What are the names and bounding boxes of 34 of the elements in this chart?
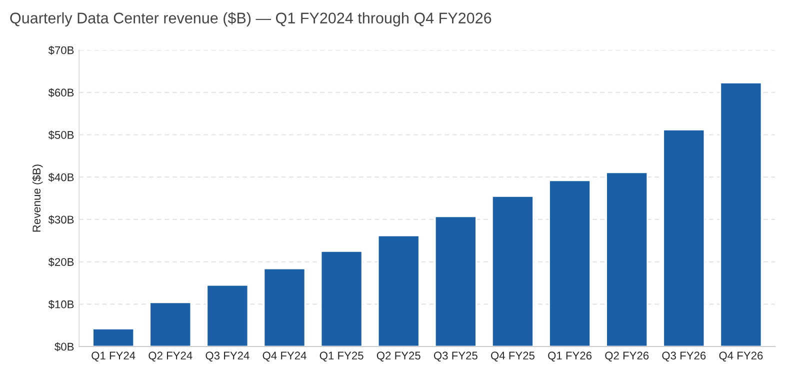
bar (149, 302, 192, 346)
bar (320, 250, 363, 346)
chart-title: Quarterly Data Center revenue ($B) — Q1 FY2024 through Q4 FY2026 (10, 12, 492, 26)
x-tick-label: Q3 FY26 (662, 352, 706, 362)
y-tick-label: $20B (48, 258, 74, 267)
x-tick-label: Q1 FY26 (548, 352, 592, 362)
y-axis-title: Revenue ($B) (32, 164, 43, 232)
bar (92, 328, 135, 346)
bar (491, 195, 534, 346)
y-tick-label: $0B (54, 342, 74, 352)
x-tick-label: Q4 FY25 (491, 352, 534, 362)
x-tick-label: Q1 FY25 (320, 352, 364, 362)
x-tick-label: Q3 FY25 (434, 352, 478, 362)
x-tick-label: Q4 FY26 (719, 352, 763, 362)
bar (548, 180, 592, 346)
y-tick-label: $60B (48, 88, 74, 98)
x-tick-label: Q3 FY24 (206, 352, 250, 362)
x-tick-label: Q1 FY24 (92, 352, 136, 362)
x-tick-label: Q2 FY26 (605, 352, 649, 362)
bar (606, 172, 648, 346)
bar (720, 82, 762, 346)
x-tick-label: Q2 FY25 (376, 352, 420, 362)
y-tick-label: $70B (48, 46, 74, 55)
y-tick-label: $40B (48, 172, 74, 182)
bar (662, 128, 706, 346)
bar (263, 268, 306, 346)
bar (377, 234, 420, 346)
bar (206, 284, 249, 346)
y-tick-label: $50B (48, 130, 74, 140)
y-tick-label: $10B (48, 300, 74, 309)
y-tick-label: $30B (48, 215, 74, 224)
x-tick-label: Q4 FY24 (262, 352, 306, 362)
bar (434, 216, 477, 346)
x-tick-label: Q2 FY24 (148, 352, 192, 362)
